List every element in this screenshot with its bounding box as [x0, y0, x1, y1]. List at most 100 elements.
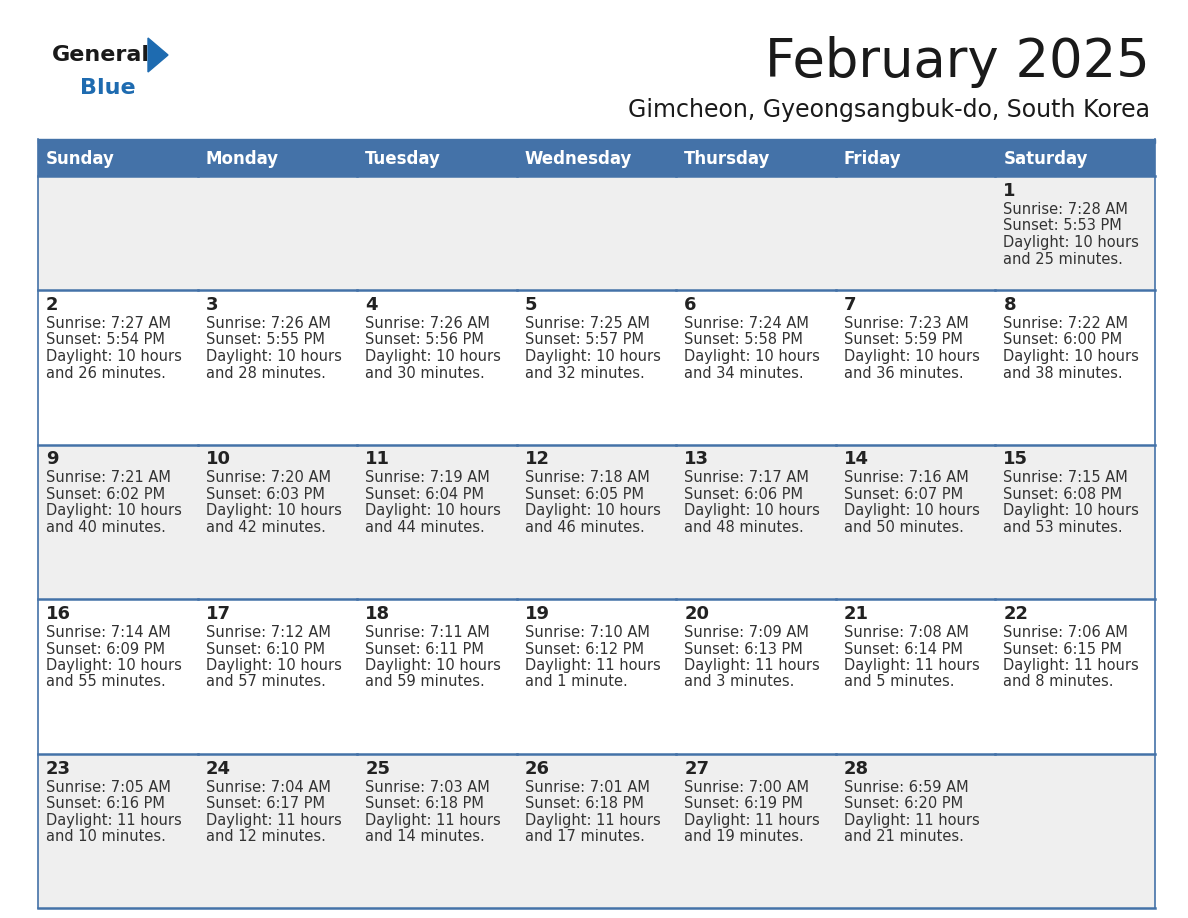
Text: 4: 4 [365, 296, 378, 314]
Text: Sunrise: 6:59 AM: Sunrise: 6:59 AM [843, 779, 968, 794]
Text: Daylight: 11 hours: Daylight: 11 hours [46, 812, 182, 827]
Text: 19: 19 [525, 605, 550, 623]
Text: Sunset: 6:07 PM: Sunset: 6:07 PM [843, 487, 963, 502]
Text: Thursday: Thursday [684, 151, 771, 169]
Text: Sunset: 6:11 PM: Sunset: 6:11 PM [365, 642, 484, 656]
Text: Sunset: 6:05 PM: Sunset: 6:05 PM [525, 487, 644, 502]
Bar [38, 139, 1155, 143]
Text: 25: 25 [365, 759, 390, 778]
Text: 20: 20 [684, 605, 709, 623]
Text: and 17 minutes.: and 17 minutes. [525, 829, 645, 844]
Text: Sunset: 6:18 PM: Sunset: 6:18 PM [525, 796, 644, 811]
Bar [676, 444, 836, 599]
Text: Daylight: 11 hours: Daylight: 11 hours [684, 812, 820, 827]
Bar [996, 176, 1155, 290]
Bar [38, 599, 197, 754]
Text: Daylight: 10 hours: Daylight: 10 hours [206, 349, 341, 364]
Bar [197, 176, 358, 290]
Text: 10: 10 [206, 451, 230, 468]
Text: Daylight: 10 hours: Daylight: 10 hours [843, 503, 980, 519]
Text: and 50 minutes.: and 50 minutes. [843, 520, 963, 535]
Bar [836, 143, 996, 176]
Text: Daylight: 11 hours: Daylight: 11 hours [843, 812, 980, 827]
Text: 17: 17 [206, 605, 230, 623]
Text: Sunset: 6:12 PM: Sunset: 6:12 PM [525, 642, 644, 656]
Bar [836, 444, 996, 599]
Text: 18: 18 [365, 605, 391, 623]
Text: Sunset: 5:55 PM: Sunset: 5:55 PM [206, 332, 324, 348]
Bar [996, 754, 1155, 908]
Bar [38, 444, 197, 599]
Text: Sunset: 6:19 PM: Sunset: 6:19 PM [684, 796, 803, 811]
Text: Daylight: 10 hours: Daylight: 10 hours [206, 658, 341, 673]
Text: Sunrise: 7:25 AM: Sunrise: 7:25 AM [525, 316, 650, 331]
Text: Sunset: 5:59 PM: Sunset: 5:59 PM [843, 332, 962, 348]
Text: Sunrise: 7:14 AM: Sunrise: 7:14 AM [46, 625, 171, 640]
Text: Sunrise: 7:08 AM: Sunrise: 7:08 AM [843, 625, 968, 640]
Text: Monday: Monday [206, 151, 279, 169]
Text: and 59 minutes.: and 59 minutes. [365, 675, 485, 689]
Text: Sunset: 6:02 PM: Sunset: 6:02 PM [46, 487, 165, 502]
Text: and 28 minutes.: and 28 minutes. [206, 365, 326, 380]
Bar [676, 176, 836, 290]
Text: 23: 23 [46, 759, 71, 778]
Text: Sunset: 6:17 PM: Sunset: 6:17 PM [206, 796, 324, 811]
Text: Daylight: 10 hours: Daylight: 10 hours [1004, 503, 1139, 519]
Text: Daylight: 10 hours: Daylight: 10 hours [843, 349, 980, 364]
Text: Sunset: 5:58 PM: Sunset: 5:58 PM [684, 332, 803, 348]
Bar [517, 176, 676, 290]
Text: and 26 minutes.: and 26 minutes. [46, 365, 166, 380]
Text: and 42 minutes.: and 42 minutes. [206, 520, 326, 535]
Text: Sunrise: 7:01 AM: Sunrise: 7:01 AM [525, 779, 650, 794]
Text: Daylight: 11 hours: Daylight: 11 hours [684, 658, 820, 673]
Text: 13: 13 [684, 451, 709, 468]
Text: Sunrise: 7:18 AM: Sunrise: 7:18 AM [525, 471, 650, 486]
Text: Saturday: Saturday [1004, 151, 1088, 169]
Text: Sunrise: 7:03 AM: Sunrise: 7:03 AM [365, 779, 489, 794]
Text: Sunrise: 7:26 AM: Sunrise: 7:26 AM [206, 316, 330, 331]
Text: and 38 minutes.: and 38 minutes. [1004, 365, 1123, 380]
Text: Sunset: 6:20 PM: Sunset: 6:20 PM [843, 796, 963, 811]
Text: Daylight: 10 hours: Daylight: 10 hours [525, 349, 661, 364]
Bar [676, 143, 836, 176]
Text: Sunrise: 7:26 AM: Sunrise: 7:26 AM [365, 316, 489, 331]
Text: 28: 28 [843, 759, 868, 778]
Text: 6: 6 [684, 296, 697, 314]
Text: Sunrise: 7:09 AM: Sunrise: 7:09 AM [684, 625, 809, 640]
Bar [836, 754, 996, 908]
Bar [676, 599, 836, 754]
Text: Sunset: 6:04 PM: Sunset: 6:04 PM [365, 487, 485, 502]
Text: Sunset: 6:18 PM: Sunset: 6:18 PM [365, 796, 484, 811]
Text: 16: 16 [46, 605, 71, 623]
Bar [996, 599, 1155, 754]
Bar [358, 754, 517, 908]
Text: Sunset: 6:08 PM: Sunset: 6:08 PM [1004, 487, 1123, 502]
Bar [197, 444, 358, 599]
Text: and 48 minutes.: and 48 minutes. [684, 520, 804, 535]
Text: Friday: Friday [843, 151, 902, 169]
Text: Sunrise: 7:20 AM: Sunrise: 7:20 AM [206, 471, 330, 486]
Bar [197, 599, 358, 754]
Text: and 53 minutes.: and 53 minutes. [1004, 520, 1123, 535]
Text: 24: 24 [206, 759, 230, 778]
Text: Sunday: Sunday [46, 151, 115, 169]
Text: Sunset: 6:09 PM: Sunset: 6:09 PM [46, 642, 165, 656]
Text: and 44 minutes.: and 44 minutes. [365, 520, 485, 535]
Bar [996, 444, 1155, 599]
Bar [358, 176, 517, 290]
Text: Sunrise: 7:17 AM: Sunrise: 7:17 AM [684, 471, 809, 486]
Text: and 19 minutes.: and 19 minutes. [684, 829, 804, 844]
Text: Daylight: 10 hours: Daylight: 10 hours [1004, 349, 1139, 364]
Text: Sunrise: 7:00 AM: Sunrise: 7:00 AM [684, 779, 809, 794]
Text: Sunrise: 7:27 AM: Sunrise: 7:27 AM [46, 316, 171, 331]
Text: 7: 7 [843, 296, 857, 314]
Text: Sunset: 6:13 PM: Sunset: 6:13 PM [684, 642, 803, 656]
Text: Sunset: 6:03 PM: Sunset: 6:03 PM [206, 487, 324, 502]
Text: Daylight: 10 hours: Daylight: 10 hours [365, 658, 501, 673]
Text: Sunrise: 7:16 AM: Sunrise: 7:16 AM [843, 471, 968, 486]
Text: 26: 26 [525, 759, 550, 778]
Bar [517, 290, 676, 444]
Bar [358, 599, 517, 754]
Bar [197, 754, 358, 908]
Text: and 1 minute.: and 1 minute. [525, 675, 627, 689]
